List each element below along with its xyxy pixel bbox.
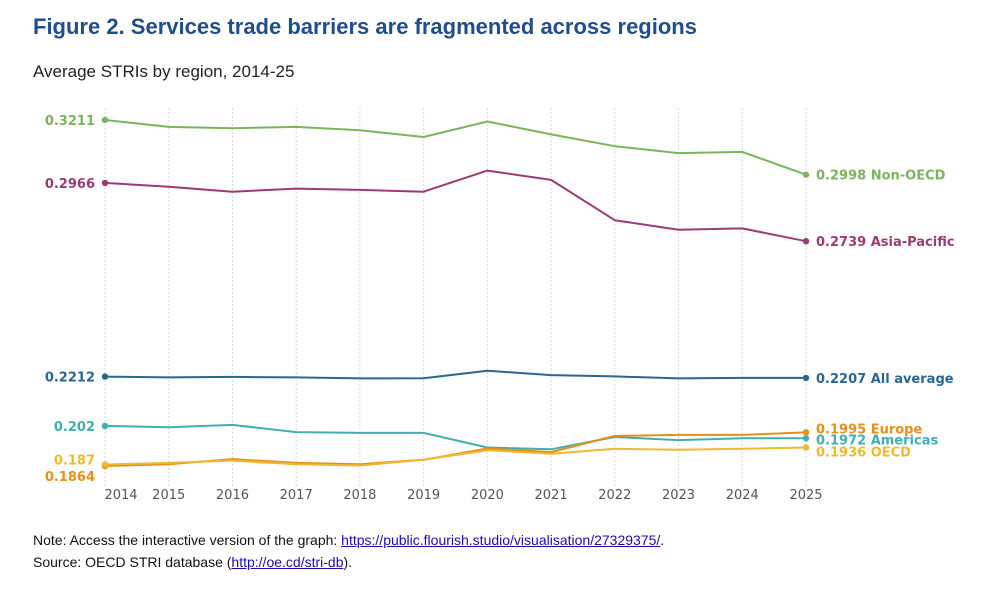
note-line: Note: Access the interactive version of … <box>33 532 664 548</box>
stri-database-link[interactable]: http://oe.cd/stri-db <box>231 554 344 570</box>
x-tick-2016: 2016 <box>216 488 249 503</box>
figure-title: Figure 2. Services trade barriers are fr… <box>33 14 697 39</box>
end-marker-europe <box>802 429 810 436</box>
series-lines <box>101 116 810 470</box>
x-tick-2017: 2017 <box>280 488 313 503</box>
end-label-americas: 0.1972 Americas <box>816 433 938 448</box>
interactive-graph-link[interactable]: https://public.flourish.studio/visualisa… <box>341 532 661 548</box>
end-marker-asia-pacific <box>802 238 810 245</box>
end-label-all-average: 0.2207 All average <box>816 372 954 387</box>
x-tick-2015: 2015 <box>152 488 185 503</box>
source-suffix: ). <box>343 554 353 570</box>
x-tick-2018: 2018 <box>343 488 376 503</box>
line-chart: 0.3211 0.2998 Non-OECD 0.2966 0.2739 Asia-P… <box>45 108 955 503</box>
x-tick-2014: 2014 <box>104 488 137 503</box>
gridlines <box>104 108 807 488</box>
data-labels: 0.3211 0.2998 Non-OECD 0.2966 0.2739 Asia-P… <box>45 114 955 485</box>
source-prefix: Source: OECD STRI database ( <box>33 554 232 570</box>
start-marker-asia-pacific <box>101 179 109 187</box>
start-marker-oecd <box>101 461 109 468</box>
end-label-non-oecd: 0.2998 Non-OECD <box>816 169 946 184</box>
x-tick-2021: 2021 <box>535 488 568 503</box>
x-axis: 2014 2015 2016 2017 2018 2019 2020 2021 2022 2023… <box>104 488 822 503</box>
x-tick-2025: 2025 <box>789 488 822 503</box>
end-label-asia-pacific: 0.2739 Asia-Pacific <box>816 235 955 250</box>
note-suffix: . <box>660 532 665 548</box>
start-label-all-average: 0.2212 <box>45 371 95 386</box>
start-marker-all-average <box>101 373 109 380</box>
end-marker-oecd <box>802 444 810 451</box>
start-marker-non-oecd <box>101 116 109 124</box>
series-line-non-oecd <box>104 119 807 176</box>
end-marker-non-oecd <box>802 171 810 178</box>
series-line-all-average <box>104 369 806 380</box>
start-label-asia-pacific: 0.2966 <box>45 177 95 192</box>
x-tick-2024: 2024 <box>726 488 759 503</box>
start-label-americas: 0.202 <box>54 420 95 435</box>
x-tick-2020: 2020 <box>471 488 504 503</box>
note-prefix: Note: Access the interactive version of … <box>33 532 342 548</box>
start-marker-americas <box>101 422 109 430</box>
series-line-oecd <box>104 446 807 467</box>
x-tick-2019: 2019 <box>407 488 440 503</box>
end-label-europe: 0.1995 Europe <box>816 422 922 437</box>
series-line-americas <box>104 423 806 451</box>
start-label-oecd: 0.187 <box>54 453 95 468</box>
start-label-europe: 0.1864 <box>45 470 95 485</box>
end-label-oecd: 0.1936 OECD <box>816 446 911 461</box>
start-label-non-oecd: 0.3211 <box>45 114 95 129</box>
figure-subtitle: Average STRIs by region, 2014-25 <box>33 62 295 81</box>
source-line: Source: OECD STRI database (http://oe.cd… <box>33 554 352 570</box>
end-marker-americas <box>802 435 810 442</box>
x-tick-2023: 2023 <box>662 488 695 503</box>
x-tick-2022: 2022 <box>598 488 631 503</box>
series-line-asia-pacific <box>104 169 807 243</box>
end-marker-all-average <box>802 374 810 382</box>
